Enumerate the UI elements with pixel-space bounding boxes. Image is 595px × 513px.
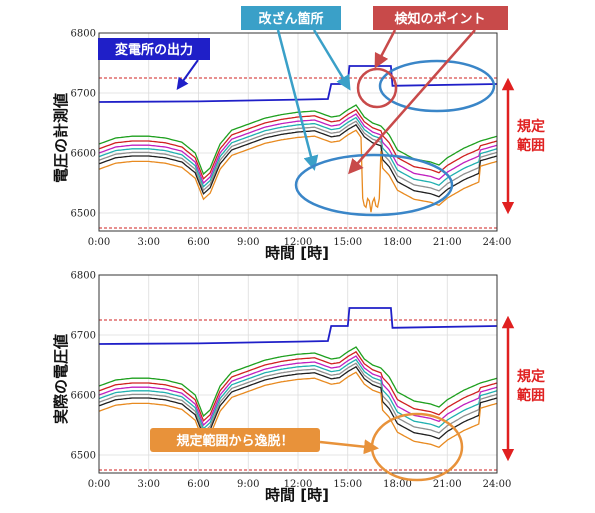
detection-label: 検知のポイント — [394, 11, 485, 27]
limit-lines — [99, 77, 497, 229]
y-tick-labels: 6500 6600 6700 6800 — [71, 29, 96, 220]
y-tick-label: 6700 — [71, 89, 96, 100]
regulated-range-label-line1: 規定 — [517, 368, 545, 385]
y-tick-label: 6600 — [71, 149, 96, 160]
x-tick-label: 21:00 — [433, 479, 462, 490]
x-tick-label: 6:00 — [187, 237, 209, 248]
feeder-line — [98, 108, 498, 180]
y-tick-label: 6700 — [71, 331, 96, 342]
feeder-line — [98, 358, 498, 430]
substation-series — [98, 307, 498, 345]
substation-output-line — [98, 307, 498, 345]
feeder-line — [98, 123, 498, 198]
feeder-line — [98, 104, 498, 176]
tampering-top-ellipse — [378, 59, 496, 113]
deviation-label-box — [150, 428, 320, 452]
regulated-range-label-line2: 範囲 — [517, 387, 545, 404]
tampering-arrow-2 — [312, 29, 351, 91]
x-tick-label: 3:00 — [138, 479, 160, 490]
measured-voltage-chart: 0:00 3:00 6:00 9:00 12:00 15:00 18:00 21:00 24:0… — [52, 6, 545, 262]
tampering-label-box — [241, 6, 341, 30]
x-tick-label: 18:00 — [383, 237, 412, 248]
detection-arrow-2 — [348, 29, 476, 175]
tampering-highlight-ellipse — [294, 153, 454, 217]
x-axis-title: 時間 [時] — [265, 486, 329, 504]
y-tick-label: 6500 — [71, 209, 96, 220]
deviation-arrow — [319, 439, 379, 455]
feeder-series — [98, 104, 498, 213]
plot-frame — [98, 32, 498, 232]
x-tick-label: 24:00 — [483, 479, 512, 490]
feeder-line — [98, 362, 498, 434]
tampering-arrow-1 — [276, 29, 319, 171]
x-tick-label: 18:00 — [383, 479, 412, 490]
feeder-line — [98, 346, 498, 418]
x-axis-title: 時間 [時] — [265, 244, 329, 262]
y-tick-labels: 6500 6600 6700 6800 — [71, 271, 96, 462]
y-tick-label: 6800 — [71, 271, 96, 282]
x-tick-label: 21:00 — [433, 237, 462, 248]
detection-highlight-circle — [356, 67, 398, 109]
limit-lines — [99, 319, 497, 471]
feeder-line — [98, 365, 498, 440]
feeder-line — [98, 113, 498, 185]
actual-voltage-chart: 0:00 3:00 6:00 9:00 12:00 15:00 18:00 21:00 24:0… — [52, 271, 545, 505]
substation-output-callout: 変電所の出力 — [98, 38, 210, 90]
y-tick-label: 6600 — [71, 391, 96, 402]
plot-frame — [98, 274, 498, 474]
tampering-label: 改ざん箇所 — [258, 11, 323, 27]
detection-arrow-1 — [374, 29, 397, 69]
feeder-series — [98, 346, 498, 449]
x-tick-label: 12:00 — [284, 479, 313, 490]
x-tick-label: 15:00 — [333, 237, 362, 248]
substation-output-label-box — [98, 38, 210, 60]
deviation-callout: 規定範囲から逸脱！ — [150, 412, 464, 482]
feeder-line — [98, 355, 498, 427]
tampering-callout: 改ざん箇所 — [241, 6, 496, 217]
x-tick-label: 15:00 — [333, 479, 362, 490]
regulated-range-indicator: 規定 範囲 — [501, 77, 545, 215]
x-tick-label: 9:00 — [237, 237, 259, 248]
x-tick-label: 0:00 — [88, 237, 110, 248]
x-tick-label: 9:00 — [237, 479, 259, 490]
y-tick-label: 6500 — [71, 451, 96, 462]
deviation-label: 規定範囲から逸脱！ — [176, 433, 293, 449]
y-tick-label: 6800 — [71, 29, 96, 40]
x-tick-label: 6:00 — [187, 479, 209, 490]
x-tick-label: 24:00 — [483, 237, 512, 248]
x-tick-labels: 0:00 3:00 6:00 9:00 12:00 15:00 18:00 21:00 24:0… — [88, 237, 512, 248]
substation-output-label: 変電所の出力 — [115, 42, 193, 58]
y-axis-title: 電圧の計測値 — [52, 93, 70, 183]
feeder-line — [98, 350, 498, 422]
x-tick-labels: 0:00 3:00 6:00 9:00 12:00 15:00 18:00 21:00 24:0… — [88, 479, 512, 490]
substation-output-arrow — [176, 59, 199, 90]
detection-label-box — [373, 6, 508, 30]
x-tick-label: 3:00 — [138, 237, 160, 248]
x-tick-label: 0:00 — [88, 479, 110, 490]
y-axis-title: 実際の電圧値 — [52, 334, 70, 424]
feeder-line — [98, 116, 498, 188]
detection-callout: 検知のポイント — [348, 6, 508, 175]
feeder-line — [98, 371, 498, 449]
regulated-range-label-line1: 規定 — [517, 118, 545, 135]
regulated-range-indicator: 規定 範囲 — [501, 315, 545, 462]
deviation-highlight-ellipse — [370, 412, 464, 482]
x-tick-label: 12:00 — [284, 237, 313, 248]
feeder-line — [98, 120, 498, 192]
regulated-range-label-line2: 範囲 — [517, 137, 545, 154]
feeder-line — [98, 129, 498, 213]
